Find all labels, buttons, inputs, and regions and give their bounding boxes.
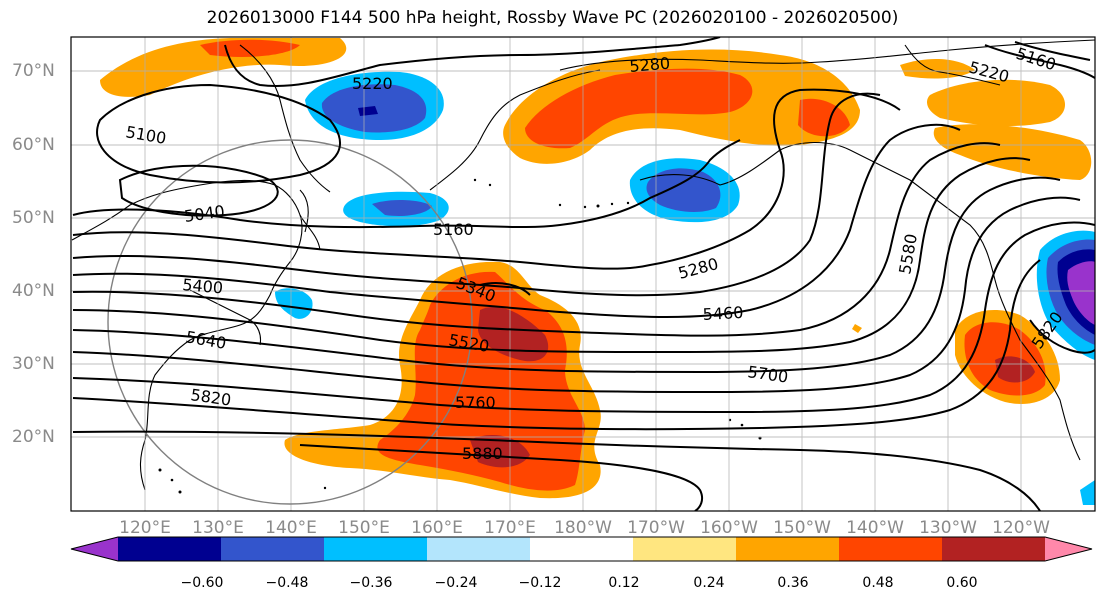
colorbar-cell xyxy=(221,537,325,561)
negative-anomaly-shading xyxy=(275,71,1095,505)
height-contours xyxy=(72,37,1095,511)
contour-label-5400: 5400 xyxy=(182,275,224,297)
lon-label-130e: 130°E xyxy=(192,518,244,538)
lat-label-30n: 30°N xyxy=(12,354,55,374)
colorbar-tick-label: −0.12 xyxy=(518,575,562,591)
map-frame xyxy=(70,36,1096,512)
lat-label-50n: 50°N xyxy=(12,208,55,228)
colorbar-tick-label: 0.60 xyxy=(946,575,978,591)
lon-label-140e: 140°E xyxy=(265,518,317,538)
colorbar-cell xyxy=(324,537,428,561)
lon-label-150e: 150°E xyxy=(338,518,390,538)
contour-label-5220: 5220 xyxy=(352,74,393,93)
colorbar-tick-label: 0.24 xyxy=(693,575,725,591)
colorbar-extend-max xyxy=(1045,537,1092,561)
lon-label-170w: 170°W xyxy=(627,518,685,538)
colorbar-cell xyxy=(736,537,840,561)
lon-label-120w: 120°W xyxy=(992,518,1050,538)
contour-label-5460: 5460 xyxy=(702,303,744,324)
contour-label-5760: 5760 xyxy=(455,393,496,412)
colorbar-cell xyxy=(427,537,531,561)
lon-label-160e: 160°E xyxy=(411,518,463,538)
lat-label-40n: 40°N xyxy=(12,281,55,301)
lon-label-170e: 170°E xyxy=(484,518,536,538)
colorbar-outline xyxy=(70,536,1093,562)
lon-label-160w: 160°W xyxy=(700,518,758,538)
colorbar-tick-label: 0.36 xyxy=(777,575,809,591)
colorbar-cell xyxy=(530,537,634,561)
contour-label-5880: 5880 xyxy=(462,444,503,463)
colorbar-cell xyxy=(942,537,1046,561)
lon-label-120e: 120°E xyxy=(119,518,171,538)
lon-label-140w: 140°W xyxy=(846,518,904,538)
colorbar-cell xyxy=(633,537,737,561)
colorbar-cell xyxy=(118,537,222,561)
colorbar-tick-label: −0.24 xyxy=(434,575,478,591)
contour-label-5280: 5280 xyxy=(629,54,671,76)
lon-label-180w: 180°W xyxy=(554,518,612,538)
lat-label-70n: 70°N xyxy=(12,61,55,81)
contour-label-5160: 5160 xyxy=(433,220,474,239)
highlight-circle xyxy=(107,139,473,505)
lon-label-130w: 130°W xyxy=(919,518,977,538)
colorbar xyxy=(70,536,1093,562)
colorbar-tick-label: −0.48 xyxy=(265,575,309,591)
lat-label-20n: 20°N xyxy=(12,427,55,447)
colorbar-tick-label: −0.36 xyxy=(349,575,393,591)
colorbar-tick-label: −0.60 xyxy=(180,575,224,591)
lon-label-150w: 150°W xyxy=(773,518,831,538)
lat-label-60n: 60°N xyxy=(12,135,55,155)
islands xyxy=(158,178,762,494)
colorbar-cells xyxy=(118,537,1046,561)
map-title: 2026013000 F144 500 hPa height, Rossby W… xyxy=(206,8,899,28)
positive-anomaly-shading xyxy=(100,38,1092,499)
colorbar-tick-label: 0.12 xyxy=(608,575,640,591)
colorbar-extend-min xyxy=(71,537,118,561)
colorbar-tick-label: 0.48 xyxy=(862,575,894,591)
colorbar-cell xyxy=(839,537,943,561)
contour-labels: 5220 5280 5100 5040 5160 5160 5220 5280 … xyxy=(124,44,1066,463)
